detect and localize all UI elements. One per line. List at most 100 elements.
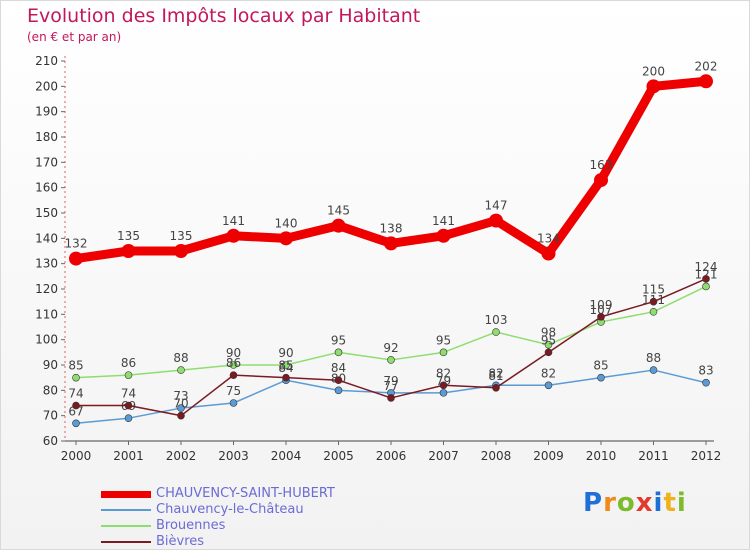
data-point bbox=[387, 394, 395, 402]
x-tick-label: 2003 bbox=[218, 449, 249, 463]
x-tick-label: 2002 bbox=[166, 449, 197, 463]
y-tick-label: 140 bbox=[35, 231, 58, 245]
data-label: 86 bbox=[226, 356, 241, 370]
data-point bbox=[124, 414, 133, 423]
y-tick-label: 210 bbox=[35, 54, 58, 68]
data-point bbox=[492, 328, 500, 336]
y-tick-label: 120 bbox=[35, 282, 58, 296]
logo-letter: i bbox=[676, 488, 687, 518]
data-label: 95 bbox=[331, 333, 346, 347]
data-point bbox=[594, 173, 608, 188]
data-label: 147 bbox=[485, 199, 508, 213]
data-point bbox=[334, 386, 343, 395]
x-tick-label: 2004 bbox=[271, 449, 302, 463]
y-tick-label: 90 bbox=[43, 358, 58, 372]
data-label: 92 bbox=[383, 341, 398, 355]
data-label: 85 bbox=[68, 359, 83, 373]
data-label: 79 bbox=[436, 374, 451, 388]
data-point bbox=[649, 307, 658, 316]
data-point bbox=[702, 282, 710, 291]
data-point bbox=[229, 361, 238, 369]
data-point bbox=[331, 218, 346, 233]
data-point bbox=[282, 373, 290, 382]
data-point bbox=[649, 297, 658, 306]
data-label: 145 bbox=[327, 204, 350, 218]
data-label: 200 bbox=[642, 64, 665, 78]
data-label: 141 bbox=[222, 214, 245, 228]
data-point bbox=[702, 275, 710, 283]
y-tick-label: 110 bbox=[35, 307, 58, 321]
logo-letter: P bbox=[583, 488, 604, 518]
y-tick-label: 130 bbox=[35, 257, 58, 271]
data-label: 202 bbox=[695, 59, 718, 73]
data-label: 163 bbox=[590, 158, 613, 172]
y-tick-label: 170 bbox=[35, 155, 58, 169]
data-label: 132 bbox=[65, 237, 88, 251]
y-tick-label: 80 bbox=[43, 383, 58, 397]
y-tick-label: 60 bbox=[43, 434, 58, 448]
legend-label: CHAUVENCY-SAINT-HUBERT bbox=[156, 486, 335, 501]
data-label: 109 bbox=[590, 298, 613, 312]
data-label: 81 bbox=[488, 369, 503, 383]
x-tick-label: 2005 bbox=[323, 449, 354, 463]
x-tick-label: 2012 bbox=[691, 449, 722, 463]
data-point bbox=[177, 366, 185, 374]
data-point bbox=[436, 228, 451, 243]
data-label: 135 bbox=[170, 229, 193, 243]
legend-swatch bbox=[101, 541, 151, 543]
data-label: 75 bbox=[226, 384, 241, 398]
y-tick-label: 100 bbox=[35, 333, 58, 347]
legend-label: Bièvres bbox=[156, 534, 205, 549]
data-label: 67 bbox=[68, 404, 83, 418]
data-label: 98 bbox=[541, 326, 556, 340]
data-label: 90 bbox=[226, 346, 241, 360]
chart-title: Evolution des Impôts locaux par Habitant bbox=[27, 5, 421, 27]
data-point bbox=[439, 389, 448, 397]
data-label: 138 bbox=[380, 221, 403, 235]
data-point bbox=[544, 381, 553, 390]
y-tick-label: 200 bbox=[35, 79, 58, 93]
x-tick-label: 2006 bbox=[376, 449, 407, 463]
x-tick-label: 2010 bbox=[586, 449, 617, 463]
proxiti-logo: Proxiti bbox=[583, 488, 687, 518]
data-point bbox=[279, 231, 293, 246]
data-point bbox=[649, 366, 658, 374]
data-label: 141 bbox=[432, 214, 455, 228]
data-point bbox=[177, 404, 185, 412]
legend-swatch bbox=[101, 525, 151, 527]
legend: CHAUVENCY-SAINT-HUBERT Chauvency-le-Châte… bbox=[101, 486, 421, 550]
y-tick-label: 150 bbox=[35, 206, 58, 220]
data-point bbox=[492, 383, 500, 392]
data-point bbox=[541, 246, 556, 261]
data-label: 140 bbox=[275, 216, 298, 230]
legend-swatch bbox=[101, 509, 151, 511]
x-tick-label: 2007 bbox=[428, 449, 459, 463]
data-label: 83 bbox=[698, 364, 713, 378]
data-point bbox=[334, 376, 343, 385]
data-point bbox=[72, 401, 80, 410]
data-label: 85 bbox=[593, 359, 608, 373]
data-label: 77 bbox=[383, 379, 398, 393]
data-label: 86 bbox=[121, 356, 136, 370]
data-label: 121 bbox=[695, 267, 718, 281]
data-point bbox=[229, 399, 238, 407]
logo-letter: t bbox=[663, 488, 677, 518]
data-point bbox=[597, 313, 605, 321]
x-tick-label: 2009 bbox=[533, 449, 564, 463]
data-point bbox=[384, 236, 398, 251]
x-tick-label: 2011 bbox=[638, 449, 669, 463]
logo-letter: r bbox=[603, 488, 617, 518]
data-point bbox=[646, 79, 661, 94]
legend-item: Bièvres bbox=[101, 534, 421, 550]
data-point bbox=[544, 340, 553, 349]
x-tick-label: 2008 bbox=[481, 449, 512, 463]
data-point bbox=[177, 411, 185, 420]
data-label: 84 bbox=[331, 361, 346, 375]
data-point bbox=[121, 244, 136, 258]
data-label: 95 bbox=[436, 333, 451, 347]
y-tick-label: 70 bbox=[43, 409, 58, 423]
legend-item: Brouennes bbox=[101, 518, 421, 534]
logo-letter: o bbox=[616, 488, 636, 518]
data-point bbox=[72, 373, 80, 382]
